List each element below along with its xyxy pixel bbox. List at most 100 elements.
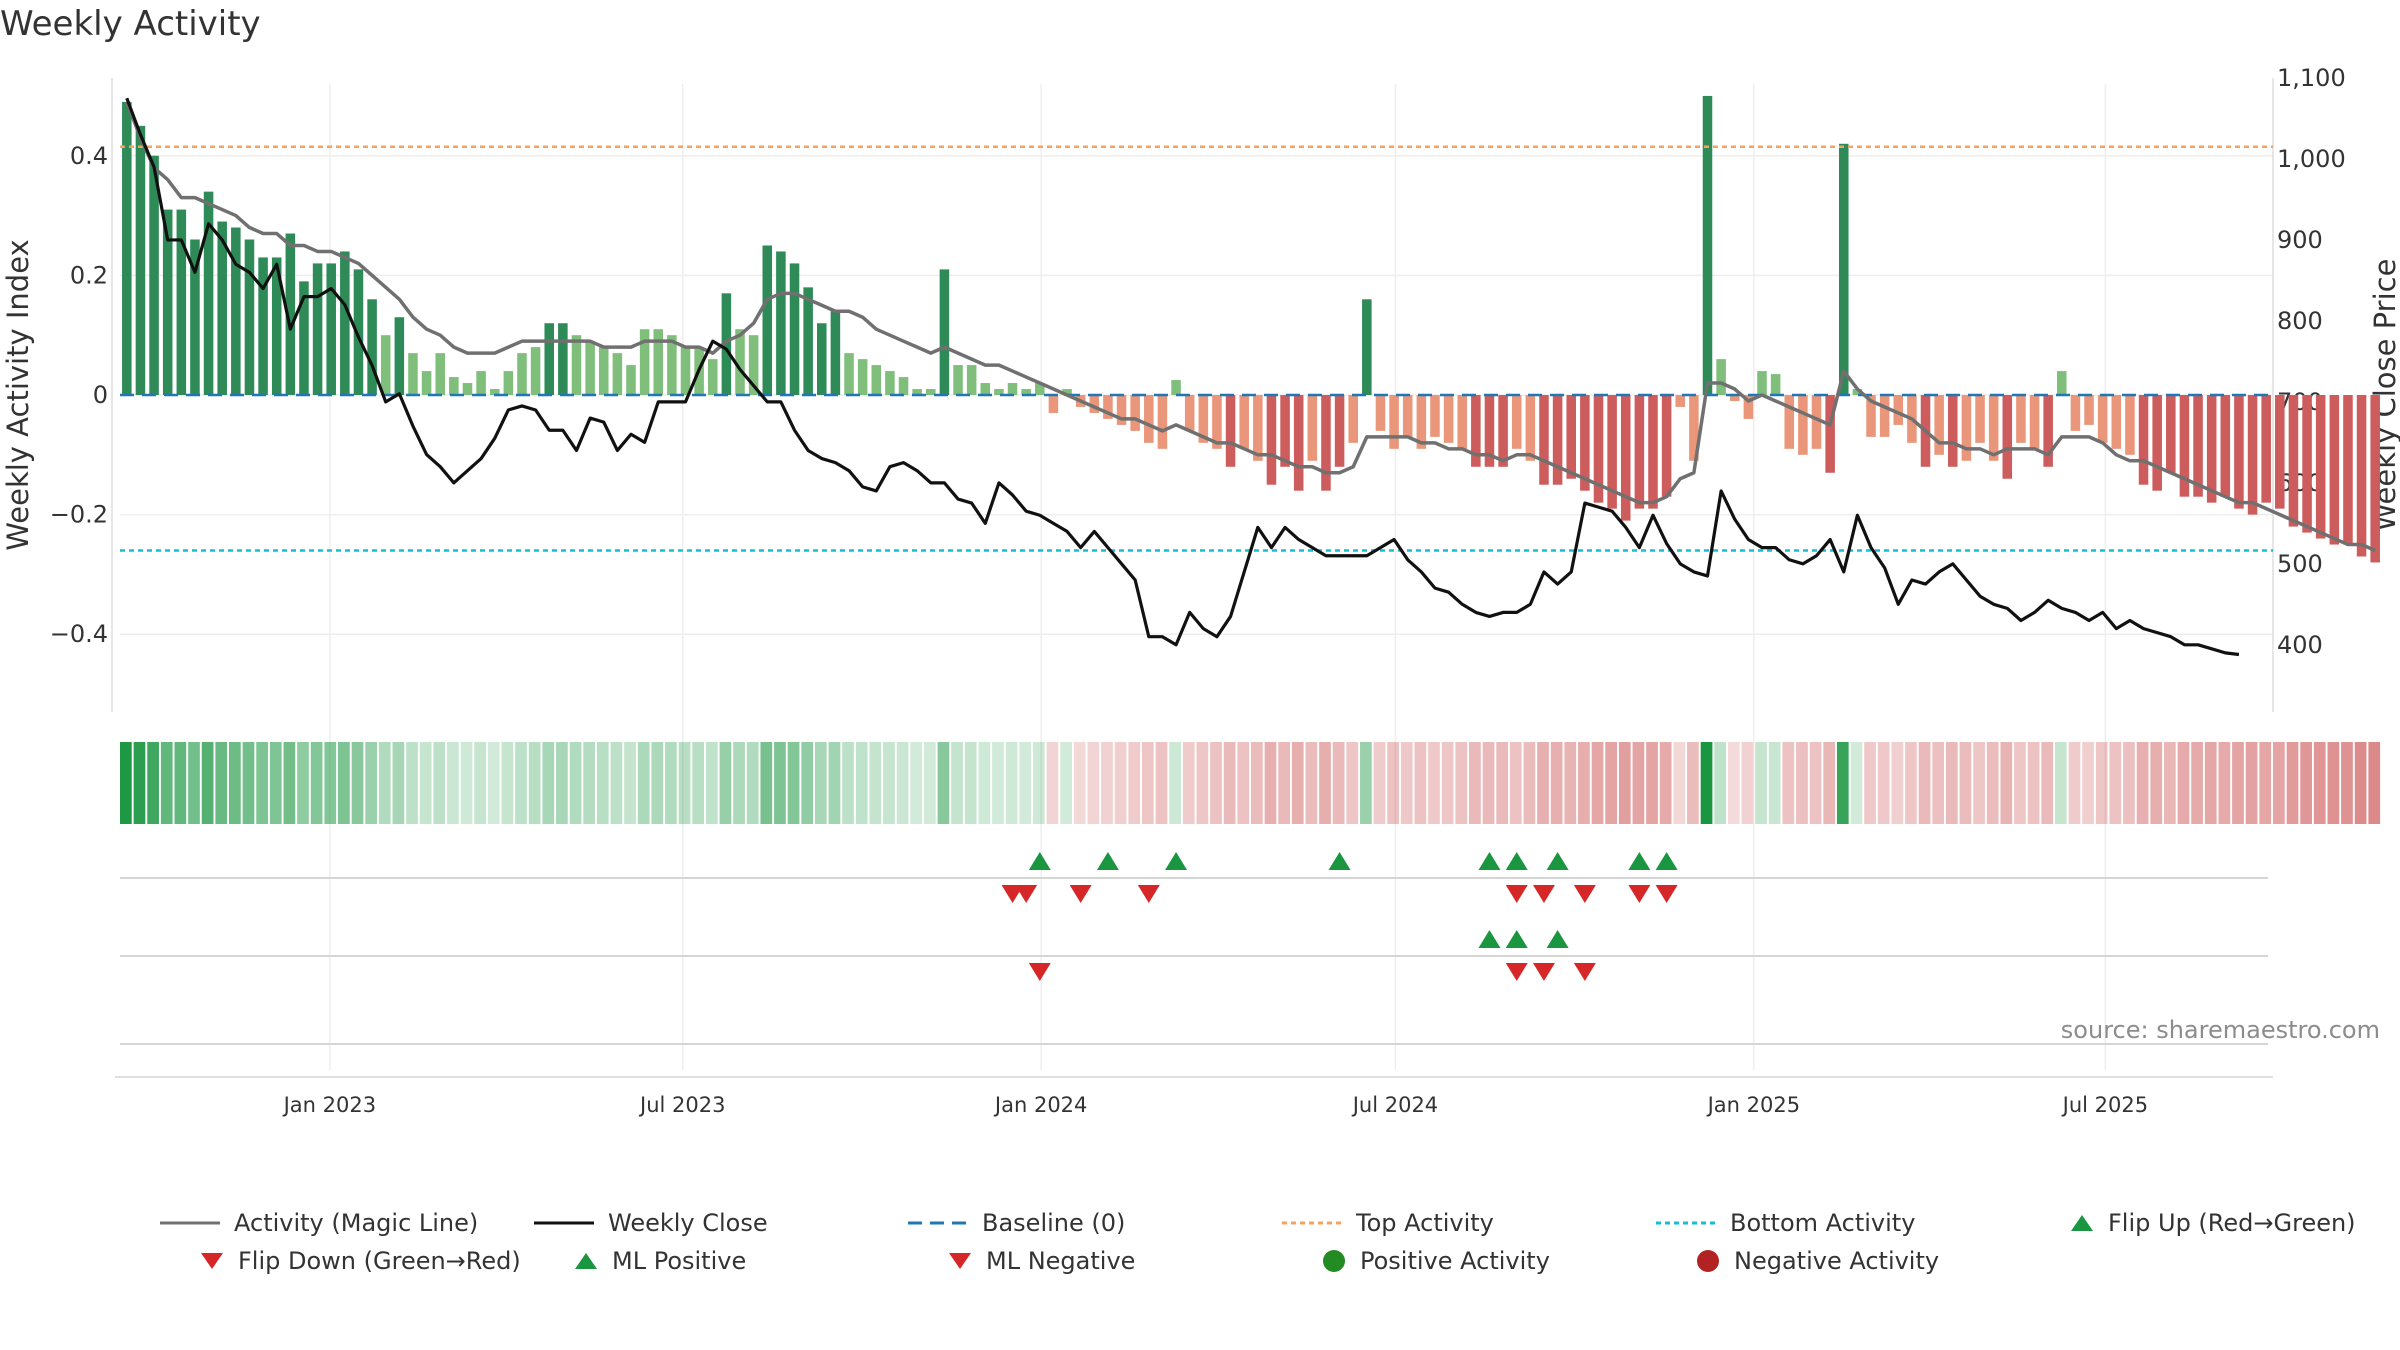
activity-bar xyxy=(1089,395,1100,413)
heat-strip-cell xyxy=(2341,742,2353,824)
heat-strip-cell xyxy=(1973,742,1985,824)
heat-strip-cell xyxy=(1278,742,1290,824)
heat-strip-cell xyxy=(338,742,350,824)
flip-up-marker xyxy=(1328,852,1351,870)
heat-strip-cell xyxy=(2123,742,2135,824)
activity-bar xyxy=(1293,395,1304,491)
activity-bar xyxy=(1402,395,1413,437)
heat-strip-cell xyxy=(883,742,895,824)
heat-strip-cell xyxy=(2368,742,2381,824)
flip-down-marker xyxy=(1137,885,1160,903)
legend-symbol xyxy=(1697,1250,1719,1272)
heat-strip-cell xyxy=(1332,742,1345,824)
activity-bar xyxy=(1770,374,1781,395)
activity-bar xyxy=(1362,299,1372,395)
legend-item: Bottom Activity xyxy=(1656,1205,1915,1241)
heat-strip-cell xyxy=(188,742,200,824)
legend-symbol xyxy=(1323,1250,1345,1272)
legend-item: ML Negative xyxy=(948,1243,1135,1279)
heat-strip-cell xyxy=(1387,742,1399,824)
activity-bar xyxy=(2343,395,2353,545)
activity-bar xyxy=(1007,383,1018,395)
activity-bar xyxy=(830,311,841,395)
heat-strip-cell xyxy=(910,742,923,824)
activity-bar xyxy=(1539,395,1549,485)
heat-strip-cell xyxy=(1864,742,1876,824)
activity-bar xyxy=(1103,395,1113,419)
activity-bar xyxy=(1825,395,1835,473)
activity-bar xyxy=(1702,95,1713,396)
heat-strip-cell xyxy=(2300,742,2312,824)
activity-bar xyxy=(203,191,214,395)
heat-strip-cell xyxy=(1700,742,1713,824)
activity-bar xyxy=(2370,395,2380,563)
heat-strip-cell xyxy=(2082,742,2094,824)
heat-strip-cell xyxy=(1032,742,1045,824)
heat-strip-cell xyxy=(1932,742,1945,824)
activity-bar xyxy=(953,365,963,395)
legend-label: Flip Down (Green→Red) xyxy=(238,1247,521,1275)
flip-down-marker xyxy=(1573,885,1596,903)
heat-strip-cell xyxy=(1850,742,1863,824)
legend-label: Weekly Close xyxy=(608,1209,768,1237)
activity-bar xyxy=(421,371,432,395)
heat-strip-cell xyxy=(1523,742,1536,824)
activity-bar xyxy=(367,299,377,395)
activity-bar xyxy=(1348,395,1358,443)
legend-label: Bottom Activity xyxy=(1730,1209,1916,1237)
activity-bar xyxy=(2029,395,2040,449)
heat-strip-cell xyxy=(324,742,337,824)
heat-strip-cell xyxy=(133,742,146,824)
legend-label: ML Positive xyxy=(612,1247,747,1275)
heat-strip-cell xyxy=(2109,742,2122,824)
heat-strip-cell xyxy=(1400,742,1413,824)
heat-strip-cell xyxy=(2286,742,2299,824)
chart-title: Weekly Activity xyxy=(0,4,261,44)
heat-strip-cell xyxy=(1768,742,1781,824)
heat-strip-cell xyxy=(1605,742,1618,824)
activity-bar xyxy=(326,263,336,395)
legend-item: Baseline (0) xyxy=(908,1205,1125,1241)
heat-strip-cell xyxy=(515,742,527,824)
date-tick-label: Jan 2024 xyxy=(993,1093,1088,1117)
activity-bar xyxy=(2206,395,2217,503)
heat-strip-cell xyxy=(1918,742,1931,824)
activity-bar xyxy=(966,365,977,395)
heat-strip-cell xyxy=(201,742,214,824)
heat-strip-cell xyxy=(283,742,296,824)
flip-up-marker xyxy=(1096,852,1119,870)
activity-bar xyxy=(2166,395,2176,473)
activity-bar xyxy=(489,389,500,395)
activity-bar xyxy=(1648,395,1658,509)
heat-strip-cell xyxy=(1346,742,1359,824)
heat-strip-cell xyxy=(2245,742,2258,824)
heat-strip-cell xyxy=(147,742,159,824)
activity-bar xyxy=(2016,395,2026,443)
heat-strip-cell xyxy=(923,742,936,824)
heat-strip-cell xyxy=(433,742,446,824)
heat-strip-cell xyxy=(1796,742,1808,824)
heat-strip-cell xyxy=(419,742,432,824)
heat-strip-cell xyxy=(1264,742,1277,824)
activity-bar xyxy=(1675,395,1686,407)
heat-strip-cell xyxy=(1945,742,1958,824)
activity-bar xyxy=(1430,395,1440,437)
activity-bar xyxy=(176,209,187,395)
activity-bar xyxy=(2275,395,2285,509)
heat-strip-cell xyxy=(160,742,173,824)
heat-strip-cell xyxy=(665,742,677,824)
heat-strip-cell xyxy=(1169,742,1181,824)
activity-bar xyxy=(1389,395,1399,449)
activity-bar xyxy=(503,371,514,395)
heat-strip-cell xyxy=(678,742,691,824)
activity-bar xyxy=(1661,395,1672,497)
heat-strip-cell xyxy=(120,742,132,824)
activity-bar xyxy=(1620,395,1631,521)
heat-strip-cell xyxy=(1441,742,1454,824)
activity-bar xyxy=(1116,395,1127,425)
activity-bar xyxy=(285,233,296,395)
legend-item: Flip Down (Green→Red) xyxy=(200,1243,521,1279)
heat-strip-cell xyxy=(1223,742,1236,824)
y2-tick-label: 800 xyxy=(2277,307,2323,335)
heat-strip-cell xyxy=(365,742,377,824)
